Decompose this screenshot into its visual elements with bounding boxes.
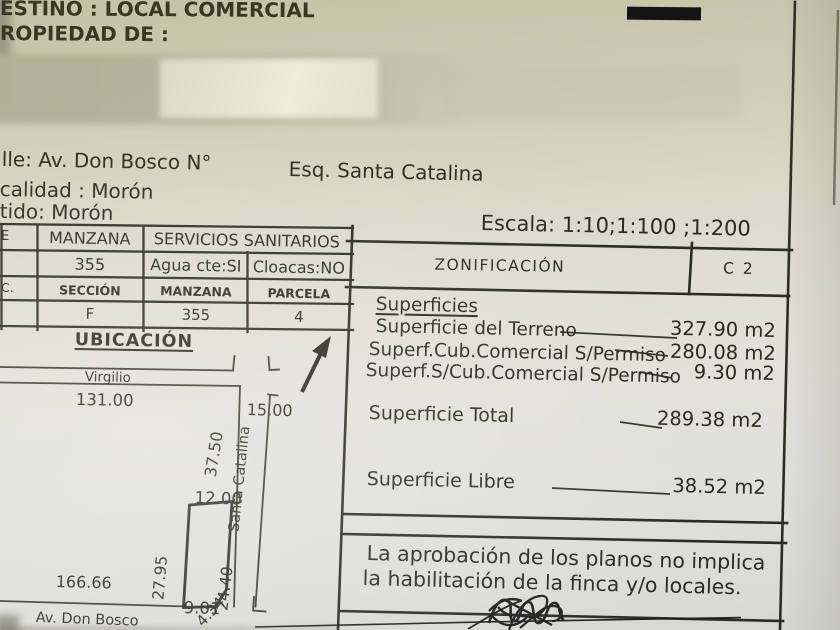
manzana2-header: MANZANA <box>160 283 232 300</box>
zonificacion-label: ZONIFICACIÓN <box>434 255 566 276</box>
terreno-label: Superficie del Terreno <box>375 316 577 342</box>
location-sketch-lines <box>0 355 280 613</box>
street-virgilio-label: Virgilio <box>84 369 132 387</box>
north-arrow-icon <box>300 336 331 393</box>
seccion-value: F <box>85 304 95 323</box>
manzana-value: 355 <box>74 254 106 275</box>
terreno-value: 327.90 m2 <box>669 316 777 342</box>
ubicacion-title: UBICACIÓN <box>74 330 194 353</box>
scub-value: 9.30 m2 <box>693 360 776 385</box>
dim-12: 12.00 <box>194 488 243 509</box>
libre-value: 38.52 m2 <box>672 474 767 499</box>
calle-line: lle: Av. Don Bosco N° <box>1 147 212 175</box>
partido-line: tido: Morón <box>0 199 114 225</box>
left-partial-top: E <box>1 229 10 244</box>
street-don-bosco-label: Av. Don Bosco <box>35 610 139 630</box>
manzana-header: MANZANA <box>48 228 131 249</box>
dim-15: 15.00 <box>246 400 293 421</box>
cloacas-cell: Cloacas:NO <box>252 257 346 278</box>
agua-cell: Agua cte:SI <box>150 255 242 276</box>
parcel-outline <box>182 499 234 609</box>
photo-shadow-bottom-left <box>0 615 19 630</box>
redacted-blur-band <box>0 54 470 124</box>
total-value: 289.38 m2 <box>656 406 764 432</box>
photo-shadow-bottom-edge <box>0 626 340 630</box>
servicios-header: SERVICIOS SANITARIOS <box>153 229 341 252</box>
value-rules <box>551 331 678 495</box>
photo-shadow-top-left <box>0 0 10 64</box>
photo-edge-line <box>832 9 840 206</box>
parcela-header: PARCELA <box>267 285 331 302</box>
manzana2-value: 355 <box>181 305 211 325</box>
zonificacion-value: C 2 <box>722 259 755 278</box>
left-partial-bottom: C. <box>1 280 14 295</box>
superficies-title: Superficies <box>375 294 479 318</box>
redacted-blur-band-faint <box>440 66 740 120</box>
right-panel-lines <box>336 0 797 630</box>
dim-166: 166.66 <box>55 572 112 593</box>
seccion-header: SECCIÓN <box>58 282 121 299</box>
total-label: Superficie Total <box>368 402 515 428</box>
destino-line: ESTINO : LOCAL COMERCIAL <box>0 0 315 23</box>
dim-131: 131.00 <box>75 390 134 411</box>
parcela-value: 4 <box>293 307 304 326</box>
esquina-line: Esq. Santa Catalina <box>288 157 484 186</box>
libre-label: Superficie Libre <box>366 468 516 494</box>
signature-scribble <box>254 594 742 630</box>
cadastral-table-lines <box>0 222 355 334</box>
propiedad-line: ROPIEDAD DE : <box>0 21 170 47</box>
